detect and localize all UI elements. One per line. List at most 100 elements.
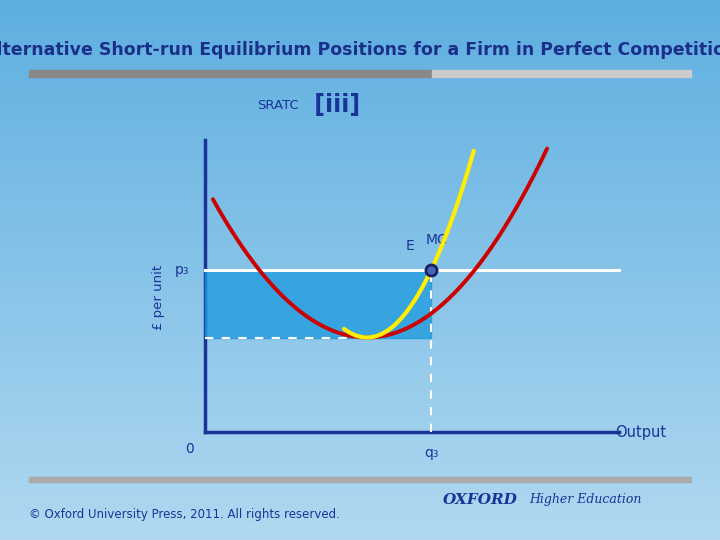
Bar: [0, 54, 720, 56]
Bar: [0, 92, 720, 93]
Bar: [0, 351, 720, 353]
Bar: [0, 457, 720, 459]
Bar: [0, 501, 720, 502]
Bar: [0, 187, 720, 189]
Text: MC: MC: [426, 233, 447, 247]
Bar: [0, 16, 720, 18]
Bar: [0, 335, 720, 336]
Bar: [0, 275, 720, 277]
Bar: [0, 232, 720, 234]
Bar: [0, 282, 720, 285]
Bar: [0, 502, 720, 504]
Bar: [0, 74, 720, 76]
Bar: [0, 25, 720, 27]
Bar: [0, 234, 720, 236]
Bar: [0, 150, 720, 151]
Bar: [0, 209, 720, 211]
Bar: [0, 223, 720, 225]
Bar: [0, 241, 720, 243]
Bar: [0, 463, 720, 464]
Bar: [0, 216, 720, 218]
Bar: [0, 326, 720, 328]
Text: Alternative Short-run Equilibrium Positions for a Firm in Perfect Competition: Alternative Short-run Equilibrium Positi…: [0, 40, 720, 59]
Bar: [0, 447, 720, 448]
Bar: [0, 158, 720, 160]
Bar: [0, 182, 720, 184]
Bar: [0, 428, 720, 430]
Bar: [0, 366, 720, 367]
Bar: [0, 288, 720, 290]
Bar: [0, 20, 720, 22]
Bar: [0, 274, 720, 275]
Bar: [0, 204, 720, 205]
Bar: [0, 135, 720, 137]
Bar: [0, 315, 720, 317]
Bar: [0, 394, 720, 396]
Bar: [0, 83, 720, 85]
Bar: [0, 358, 720, 360]
Bar: [0, 290, 720, 292]
Bar: [0, 144, 720, 146]
Bar: [0, 389, 720, 390]
Bar: [0, 452, 720, 454]
Bar: [0, 178, 720, 180]
Bar: [0, 7, 720, 9]
Bar: [0, 439, 720, 441]
Bar: [0, 277, 720, 279]
Bar: [0, 333, 720, 335]
Bar: [0, 196, 720, 198]
Bar: [0, 81, 720, 83]
Bar: [0, 279, 720, 281]
Bar: [0, 22, 720, 23]
Bar: [0, 443, 720, 444]
Bar: [0, 319, 720, 320]
Bar: [0, 236, 720, 238]
Bar: [0, 11, 720, 12]
Bar: [0, 79, 720, 81]
Bar: [0, 160, 720, 162]
Bar: [0, 515, 720, 517]
Bar: [0, 434, 720, 436]
Bar: [0, 133, 720, 135]
Bar: [0, 529, 720, 531]
Bar: [0, 171, 720, 173]
Bar: [0, 23, 720, 25]
Bar: [0, 344, 720, 346]
Bar: [0, 346, 720, 347]
Bar: [0, 425, 720, 427]
Bar: [0, 281, 720, 282]
Bar: [0, 518, 720, 520]
Bar: [0, 4, 720, 5]
Bar: [0, 517, 720, 518]
Bar: [0, 414, 720, 416]
Bar: [0, 97, 720, 99]
Bar: [0, 308, 720, 309]
Bar: [0, 380, 720, 382]
Bar: [0, 27, 720, 29]
Bar: [0, 461, 720, 463]
Bar: [0, 101, 720, 103]
Bar: [0, 50, 720, 52]
Bar: [0, 258, 720, 259]
Bar: [0, 185, 720, 187]
Bar: [0, 511, 720, 513]
Bar: [0, 110, 720, 112]
Bar: [0, 455, 720, 457]
Bar: [0, 245, 720, 247]
Bar: [0, 363, 720, 366]
Bar: [0, 52, 720, 54]
Bar: [0, 31, 720, 32]
Bar: [0, 155, 720, 157]
Bar: [0, 243, 720, 245]
Bar: [0, 450, 720, 452]
Bar: [0, 252, 720, 254]
Bar: [0, 261, 720, 263]
Bar: [0, 320, 720, 322]
Bar: [0, 484, 720, 486]
Bar: [0, 142, 720, 144]
Bar: [0, 409, 720, 410]
Bar: [0, 493, 720, 495]
Bar: [0, 437, 720, 439]
Bar: [0, 56, 720, 58]
Bar: [0, 157, 720, 158]
